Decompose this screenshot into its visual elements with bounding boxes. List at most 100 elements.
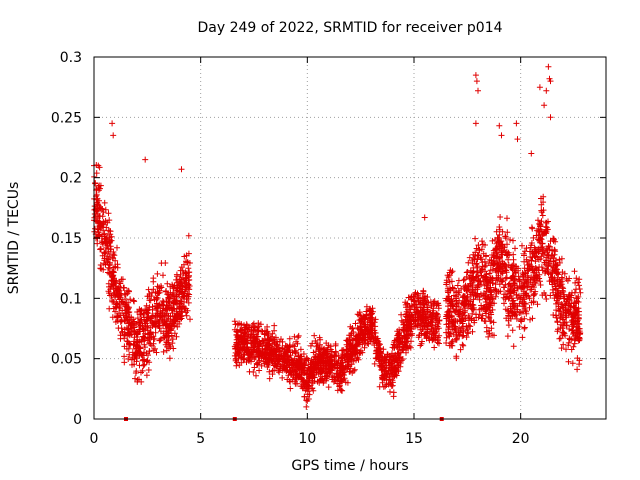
data-point bbox=[565, 358, 572, 365]
data-point bbox=[453, 335, 460, 342]
data-point bbox=[520, 271, 527, 278]
data-point bbox=[156, 301, 163, 308]
data-point bbox=[107, 238, 114, 245]
data-point bbox=[164, 280, 171, 287]
data-point bbox=[338, 354, 345, 361]
data-point bbox=[323, 370, 330, 377]
data-point bbox=[497, 288, 504, 295]
data-point bbox=[444, 288, 451, 294]
data-point bbox=[514, 136, 521, 143]
data-point bbox=[171, 298, 178, 305]
data-point bbox=[283, 363, 290, 370]
data-point bbox=[551, 236, 557, 243]
data-point bbox=[169, 340, 176, 347]
data-point bbox=[316, 345, 323, 352]
data-point bbox=[133, 330, 140, 337]
data-point bbox=[95, 231, 102, 238]
data-point bbox=[505, 281, 512, 288]
data-point bbox=[181, 299, 188, 305]
data-point bbox=[575, 279, 581, 286]
data-point bbox=[125, 356, 132, 362]
y-tick-label: 0 bbox=[73, 412, 82, 428]
data-point bbox=[97, 246, 104, 253]
data-point bbox=[358, 326, 365, 333]
data-point bbox=[512, 245, 518, 252]
data-point bbox=[466, 274, 473, 281]
data-point bbox=[177, 288, 183, 295]
data-point bbox=[521, 324, 528, 331]
data-point bbox=[453, 288, 459, 295]
data-point bbox=[398, 317, 405, 324]
data-point bbox=[138, 307, 144, 314]
data-point bbox=[391, 357, 398, 364]
axis-ticks: 0 5 10 15 20 0 0.05 0.1 0.15 0.2 0.25 0.3 bbox=[51, 50, 606, 447]
data-point bbox=[164, 343, 170, 350]
data-point bbox=[362, 330, 369, 337]
data-point bbox=[394, 364, 400, 371]
data-point bbox=[173, 333, 180, 340]
data-point bbox=[421, 214, 428, 221]
data-point bbox=[179, 275, 186, 281]
data-point bbox=[99, 252, 106, 259]
data-point bbox=[510, 237, 516, 244]
data-point bbox=[543, 296, 550, 302]
data-point bbox=[375, 354, 382, 361]
data-point bbox=[284, 348, 291, 354]
data-point bbox=[454, 282, 461, 289]
data-point bbox=[154, 314, 161, 321]
data-point bbox=[524, 267, 531, 274]
data-point bbox=[170, 316, 177, 323]
data-point bbox=[147, 329, 154, 336]
data-point bbox=[187, 316, 193, 323]
data-point bbox=[351, 366, 358, 373]
data-point bbox=[430, 313, 436, 320]
data-point bbox=[571, 340, 578, 347]
data-point bbox=[376, 383, 383, 390]
data-point bbox=[102, 206, 109, 213]
data-point bbox=[119, 276, 126, 283]
data-point bbox=[150, 275, 157, 282]
data-point bbox=[306, 375, 313, 382]
data-point bbox=[504, 293, 511, 300]
data-point bbox=[538, 209, 545, 216]
data-point bbox=[314, 353, 321, 360]
data-point bbox=[129, 354, 136, 361]
data-point bbox=[109, 297, 115, 304]
data-point bbox=[110, 132, 117, 139]
data-point bbox=[475, 252, 482, 259]
data-point bbox=[503, 252, 510, 259]
data-point bbox=[511, 311, 518, 317]
data-point bbox=[482, 242, 488, 248]
data-point bbox=[335, 357, 342, 363]
x-tick-label: 0 bbox=[90, 431, 99, 447]
y-tick-label: 0.05 bbox=[51, 352, 82, 368]
data-point bbox=[373, 339, 380, 346]
data-point bbox=[429, 337, 436, 344]
data-point bbox=[444, 309, 451, 316]
data-point bbox=[416, 332, 423, 338]
data-point bbox=[408, 338, 414, 345]
data-point bbox=[489, 237, 496, 244]
data-point bbox=[530, 234, 537, 241]
data-point bbox=[169, 336, 176, 343]
data-point bbox=[496, 264, 503, 271]
data-point bbox=[166, 355, 173, 362]
data-point bbox=[94, 240, 101, 247]
data-point bbox=[257, 340, 264, 347]
data-point bbox=[482, 299, 489, 305]
data-point bbox=[516, 323, 523, 330]
data-point bbox=[555, 303, 562, 310]
data-point bbox=[337, 386, 344, 393]
data-point bbox=[339, 366, 346, 373]
data-point bbox=[108, 237, 115, 244]
data-point bbox=[295, 352, 302, 359]
data-point bbox=[295, 373, 302, 380]
data-point bbox=[318, 369, 325, 375]
data-point bbox=[478, 302, 485, 309]
data-point bbox=[556, 282, 563, 289]
data-point bbox=[568, 327, 575, 334]
data-point bbox=[524, 258, 531, 265]
data-point bbox=[233, 362, 240, 369]
data-point bbox=[332, 342, 339, 349]
data-point bbox=[169, 283, 176, 290]
